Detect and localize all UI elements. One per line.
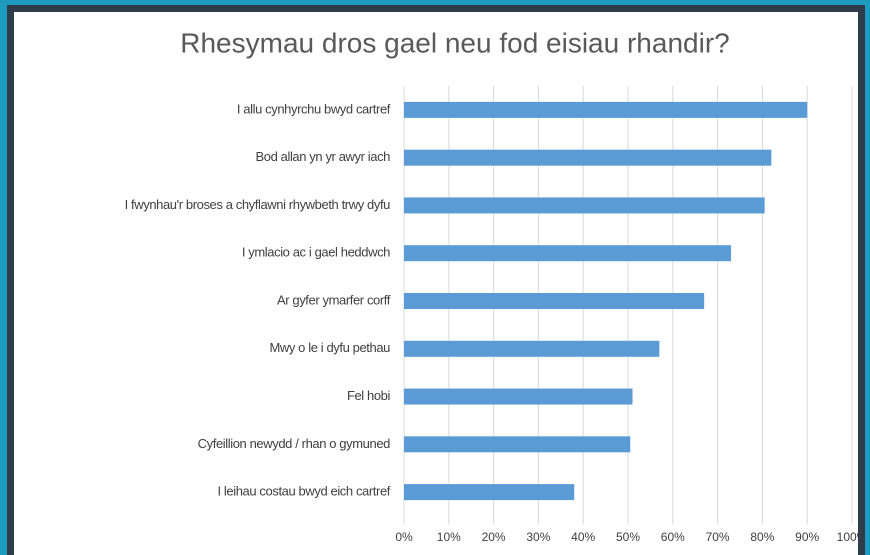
x-tick-label: 30% bbox=[526, 530, 550, 544]
x-tick-label: 50% bbox=[616, 530, 640, 544]
x-tick-label: 10% bbox=[437, 530, 461, 544]
y-tick-label: Mwy o le i dyfu pethau bbox=[269, 340, 390, 355]
bar bbox=[404, 197, 765, 214]
y-tick-label: Cyfeillion newydd / rhan o gymuned bbox=[198, 436, 391, 451]
y-tick-label: Bod allan yn yr awyr iach bbox=[255, 149, 390, 164]
x-tick-label: 70% bbox=[706, 530, 730, 544]
y-tick-label: I allu cynhyrchu bwyd cartref bbox=[237, 101, 391, 116]
x-tick-label: 0% bbox=[395, 530, 413, 544]
bar bbox=[404, 245, 732, 262]
x-tick-label: 100% bbox=[837, 530, 868, 544]
bar bbox=[404, 149, 772, 166]
plot: 0% 10% 20% 30% 40% 50% 60% 70% 80% 90% 100% I allu … bbox=[125, 86, 868, 544]
bar bbox=[404, 101, 808, 118]
chart-title: Rhesymau dros gael neu fod eisiau rhandi… bbox=[180, 27, 729, 58]
x-tick-label: 20% bbox=[482, 530, 506, 544]
y-tick-label: I fwynhau'r broses a chyflawni rhywbeth … bbox=[125, 197, 391, 212]
bar bbox=[404, 436, 631, 453]
y-tick-label: Ar gyfer ymarfer corff bbox=[277, 292, 391, 307]
x-tick-label: 40% bbox=[571, 530, 595, 544]
chart-area bbox=[14, 12, 858, 555]
y-tick-label: Fel hobi bbox=[347, 388, 391, 403]
bar bbox=[404, 340, 660, 357]
bar bbox=[404, 293, 705, 309]
y-tick-label: I leihau costau bwyd eich cartref bbox=[217, 484, 390, 499]
bar bbox=[404, 484, 575, 501]
x-tick-label: 60% bbox=[661, 530, 685, 544]
x-tick-label: 80% bbox=[750, 530, 774, 544]
x-tick-label: 90% bbox=[795, 530, 819, 544]
y-tick-label: I ymlacio ac i gael heddwch bbox=[242, 245, 390, 260]
bar bbox=[404, 388, 633, 405]
